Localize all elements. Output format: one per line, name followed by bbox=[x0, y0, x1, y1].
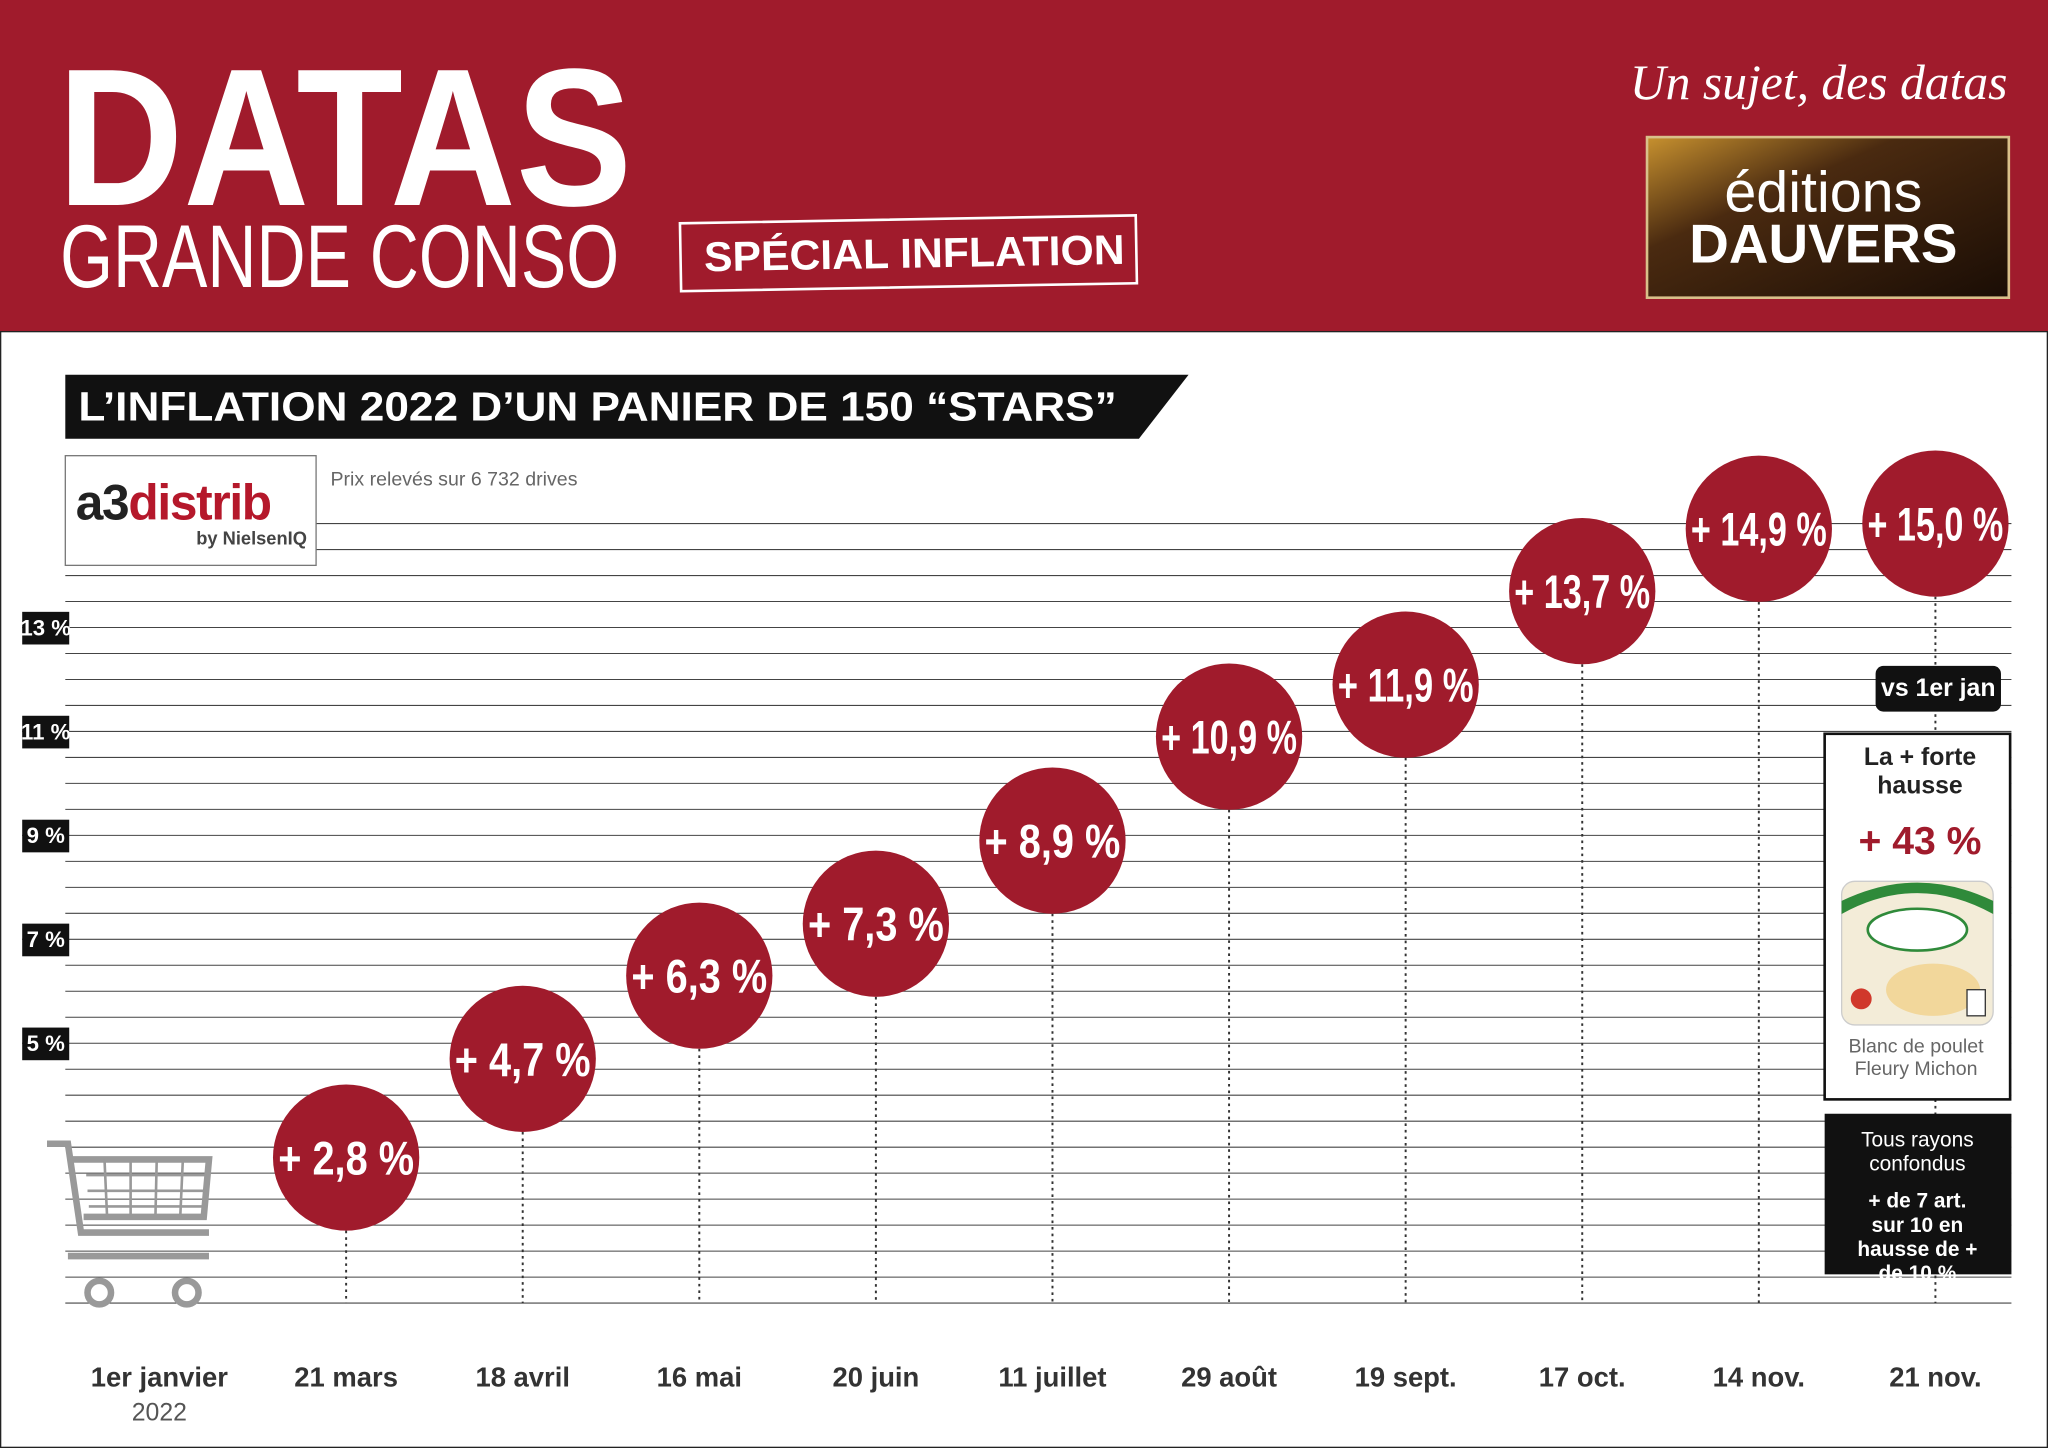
source-logo-name: distrib bbox=[128, 475, 270, 531]
y-tick-label: 11 % bbox=[21, 719, 71, 744]
y-tick-label: 13 % bbox=[20, 615, 71, 640]
y-tick-label: 7 % bbox=[27, 927, 66, 952]
x-tick-label: 11 juillet bbox=[998, 1362, 1106, 1393]
value-label: + 10,9 % bbox=[1161, 711, 1297, 764]
value-label: + 11,9 % bbox=[1338, 659, 1474, 712]
source-note: Prix relevés sur 6 732 drives bbox=[330, 469, 577, 491]
badge: SPÉCIAL INFLATION bbox=[704, 226, 1125, 280]
x-tick-label: 17 oct. bbox=[1539, 1362, 1626, 1393]
header-subtitle: GRANDE CONSO bbox=[60, 207, 619, 306]
y-tick-label: 9 % bbox=[27, 823, 66, 848]
value-label: + 2,8 % bbox=[278, 1132, 414, 1185]
chart-title: L’INFLATION 2022 D’UN PANIER DE 150 “STA… bbox=[78, 383, 1116, 429]
source-logo: a3distrib bbox=[76, 475, 271, 531]
cart-icon bbox=[47, 1140, 213, 1308]
bubble bbox=[1685, 455, 1832, 602]
tagline: Un sujet, des datas bbox=[1630, 55, 2008, 110]
value-label: + 13,7 % bbox=[1514, 565, 1650, 618]
bubble bbox=[626, 902, 773, 1049]
plot-area: 5 % 7 % 9 % 11 % 13 % 1er janvier 21 mars + 2,8… bbox=[20, 450, 2012, 1427]
value-label: + 4,7 % bbox=[455, 1033, 591, 1086]
x-tick-label: 1er janvier bbox=[91, 1362, 228, 1393]
x-tick-label: 19 sept. bbox=[1355, 1362, 1457, 1393]
y-tick-box bbox=[22, 611, 70, 645]
publisher-logo bbox=[1645, 135, 2011, 300]
value-label: + 14,9 % bbox=[1691, 503, 1827, 556]
bubble bbox=[1862, 450, 2009, 597]
summary-panel bbox=[1824, 1113, 2012, 1275]
source-logo-prefix: a3 bbox=[76, 475, 129, 531]
y-tick-label: 5 % bbox=[27, 1031, 66, 1056]
bubble bbox=[1509, 518, 1656, 665]
value-label: + 6,3 % bbox=[631, 950, 767, 1003]
x-tick-label: 21 mars bbox=[294, 1362, 398, 1393]
highlight-value: + 43 % bbox=[1858, 820, 1981, 863]
value-label: + 7,3 % bbox=[808, 898, 944, 951]
x-tick-label: 18 avril bbox=[475, 1362, 570, 1393]
product-image bbox=[1840, 880, 1994, 1026]
reference: vs 1er jan bbox=[1881, 675, 1995, 702]
summary-text: + de 7 art. sur 10 en hausse de + de 10 % bbox=[1857, 1190, 1977, 1285]
x-tick-label: 20 juin bbox=[832, 1362, 919, 1393]
bubble bbox=[1155, 663, 1303, 810]
x-tick-label: 14 nov. bbox=[1713, 1362, 1805, 1393]
publisher-top: éditions bbox=[1724, 161, 1922, 225]
y-tick-box bbox=[22, 923, 70, 957]
bubble bbox=[1332, 611, 1479, 758]
x-tick-year: 2022 bbox=[132, 1400, 187, 1427]
bubble bbox=[802, 850, 950, 997]
value-label: + 8,9 % bbox=[985, 815, 1121, 868]
x-tick-label: 16 mai bbox=[657, 1362, 742, 1393]
y-tick-box bbox=[22, 1027, 70, 1061]
source-logo-by: by NielsenIQ bbox=[196, 527, 307, 548]
bubble bbox=[272, 1084, 420, 1231]
value-label: + 15,0 % bbox=[1867, 498, 2003, 551]
title-banner bbox=[65, 374, 1189, 439]
x-tick-label: 21 nov. bbox=[1889, 1362, 1981, 1393]
bubble bbox=[979, 767, 1126, 914]
source-logo-frame bbox=[64, 455, 317, 567]
y-tick-box bbox=[22, 819, 70, 853]
product-name: Blanc de poulet Fleury Michon bbox=[1849, 1035, 1985, 1080]
publisher-name: DAUVERS bbox=[1689, 212, 1957, 274]
badge-frame bbox=[678, 214, 1139, 293]
header-title: DATAS bbox=[57, 28, 632, 247]
reference-badge bbox=[1875, 665, 2001, 712]
y-tick-box bbox=[22, 715, 70, 749]
bubble bbox=[449, 985, 596, 1132]
summary-title: Tous rayons confondus bbox=[1861, 1128, 1974, 1175]
highlight-title: La + forte hausse bbox=[1864, 744, 1976, 800]
x-tick-label: 29 août bbox=[1181, 1362, 1277, 1393]
